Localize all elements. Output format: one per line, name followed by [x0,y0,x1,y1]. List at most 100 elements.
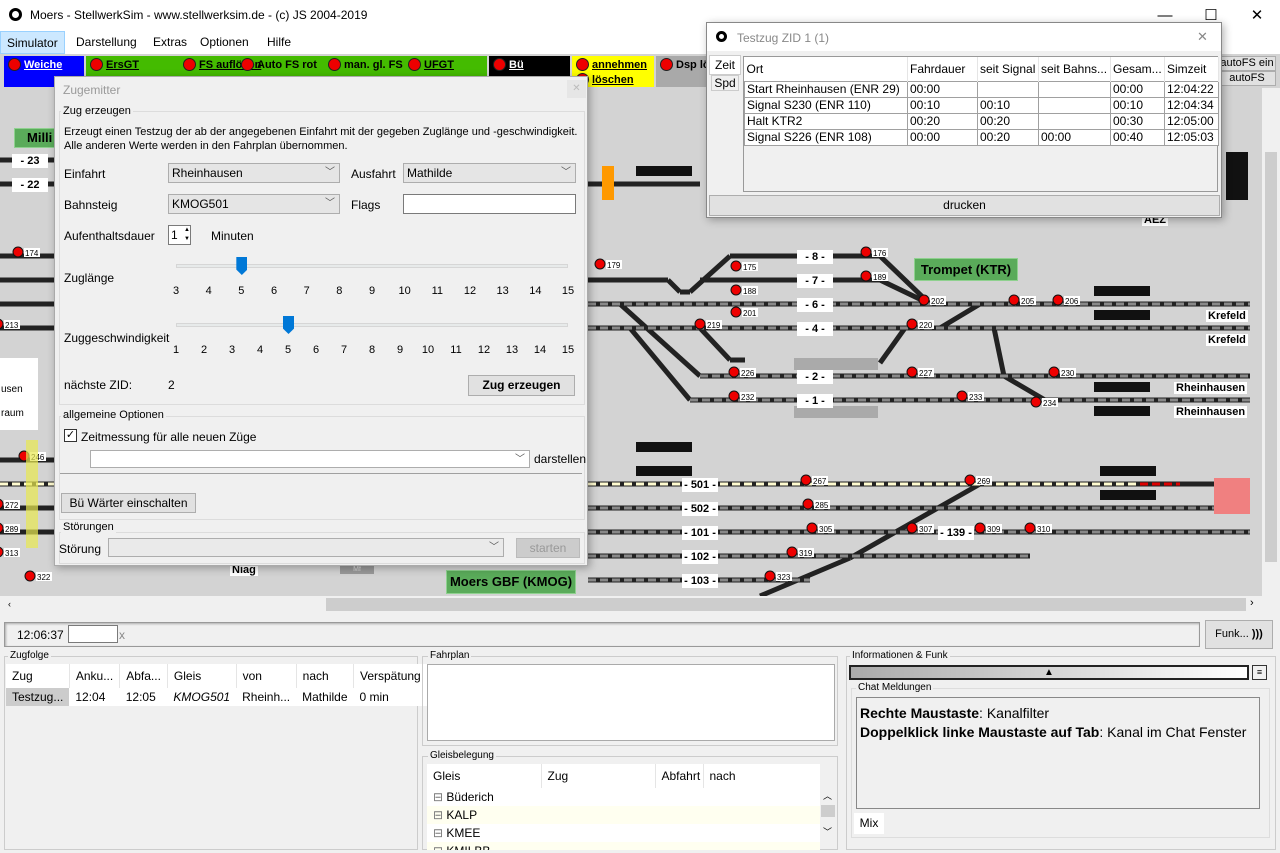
signal-light[interactable] [1052,294,1064,306]
bahnsteig-select[interactable]: KMOG501 ﹀ [168,194,340,214]
signal-light[interactable] [806,522,818,534]
signal-light[interactable] [974,522,986,534]
zug-erzeugen-button[interactable]: Zug erzeugen [468,375,575,396]
horizontal-scrollbar[interactable]: ‹ › [0,596,1262,613]
darstellen-select[interactable]: ﹀ [90,450,530,468]
signal-light[interactable] [730,260,742,272]
signal-light[interactable] [0,498,4,510]
list-item[interactable]: ⊟ KALP [427,806,820,824]
signal-light[interactable] [730,284,742,296]
signal-light[interactable] [0,318,4,330]
list-item[interactable]: ⊟ KMEE [427,824,820,842]
minimize-button[interactable]: — [1157,7,1173,24]
einfahrt-select[interactable]: Rheinhausen ﹀ [168,163,340,183]
scroll-thumb[interactable] [326,598,1246,611]
signal-light[interactable] [956,390,968,402]
signal-light[interactable] [918,294,930,306]
list-item[interactable]: ⊟ Büderich [427,788,820,806]
zeitmessung-checkbox[interactable]: ✓ [64,429,77,442]
scroll-left-icon[interactable]: ‹ [8,599,11,609]
column-header[interactable]: Verspätung [353,664,428,688]
bue-waerter-button[interactable]: Bü Wärter einschalten [61,493,196,513]
close-button[interactable]: ✕ [1250,7,1264,24]
scroll-right-icon[interactable]: › [1250,597,1254,609]
expand-icon[interactable]: ⊟ [433,808,447,822]
signal-light[interactable] [730,306,742,318]
scroll-thumb[interactable] [821,805,835,817]
signal-light[interactable] [728,366,740,378]
signal-light[interactable] [786,546,798,558]
signal-light[interactable] [12,246,24,258]
signal-light[interactable] [906,318,918,330]
zuggeschw-slider[interactable] [176,323,568,327]
signal-light[interactable] [764,570,776,582]
tab-zeit[interactable]: Zeit [709,55,741,75]
column-header[interactable]: Fahrdauer [907,57,978,81]
menu-hilfe[interactable]: Hilfe [267,35,292,49]
signal-light[interactable] [1008,294,1020,306]
signal-light[interactable] [0,522,4,534]
zuglaenge-slider-thumb[interactable] [236,257,248,275]
column-header[interactable]: Abfahrt [655,764,704,788]
maximize-button[interactable]: ☐ [1204,7,1218,24]
signal-light[interactable] [728,390,740,402]
column-header[interactable]: Gesam... [1110,57,1165,81]
menu-lines-icon[interactable]: ≡ [1252,665,1267,680]
signal-light[interactable] [1048,366,1060,378]
signal-light[interactable] [860,270,872,282]
column-header[interactable]: nach [703,764,820,788]
vertical-scrollbar[interactable] [1262,88,1280,596]
menu-extras[interactable]: Extras [153,35,188,49]
bue-button[interactable]: Bü [491,58,524,72]
signal-light[interactable] [800,474,812,486]
expand-icon[interactable]: ⊟ [433,790,447,804]
expand-bar[interactable]: ▲ [849,665,1249,680]
ufgt-button[interactable]: UFGT [406,58,454,72]
zuggeschw-slider-thumb[interactable] [283,316,294,334]
close-button[interactable]: ✕ [1197,29,1208,44]
column-header[interactable]: Zug [541,764,656,788]
signal-light[interactable] [1024,522,1036,534]
signal-light[interactable] [694,318,706,330]
status-input[interactable] [68,625,118,643]
table-row[interactable]: Testzug... 12:04 12:05 KMOG501 Rheinh... Math… [6,688,428,706]
signal-light[interactable] [1030,396,1042,408]
column-header[interactable]: nach [296,664,355,688]
ersgt-button[interactable]: ErsGT [88,58,139,72]
weiche-button[interactable]: Weiche [6,58,62,72]
funk-button[interactable]: Funk... ))) [1205,620,1273,649]
signal-light[interactable] [964,474,976,486]
drucken-button[interactable]: drucken [709,195,1220,216]
menu-simulator[interactable]: Simulator [0,31,65,54]
stepper-arrows-icon[interactable]: ▲ ▼ [184,227,190,242]
autofs-aus-button[interactable]: autoFS aus [1218,71,1276,97]
expand-icon[interactable]: ⊟ [433,826,447,840]
flags-input[interactable] [403,194,576,214]
scroll-thumb[interactable] [1265,152,1277,562]
scroll-up-icon[interactable]: ︿ [823,791,833,801]
menu-optionen[interactable]: Optionen [200,35,249,49]
zuglaenge-slider[interactable] [176,264,568,268]
auto-fs-rot-button[interactable]: Auto FS rot [239,58,317,72]
signal-light[interactable] [594,258,606,270]
column-header[interactable]: Gleis [167,664,237,688]
starten-button[interactable]: starten [516,538,580,558]
dsp-loesen-button[interactable]: Dsp lösen [658,58,708,72]
signal-light[interactable] [0,546,4,558]
column-header[interactable]: Abfa... [119,664,168,688]
column-header[interactable]: Zug [6,664,70,688]
signal-light[interactable] [24,570,36,582]
signal-light[interactable] [802,498,814,510]
signal-light[interactable] [906,522,918,534]
scroll-down-icon[interactable]: ﹀ [823,827,833,837]
stoerung-select[interactable]: ﹀ [108,538,504,557]
column-header[interactable]: von [236,664,297,688]
column-header[interactable]: Simzeit [1164,57,1219,81]
menu-darstellung[interactable]: Darstellung [76,35,137,49]
column-header[interactable]: Anku... [69,664,121,688]
tab-mix[interactable]: Mix [854,813,884,834]
annehmen-button[interactable]: annehmen [574,58,647,72]
close-button[interactable]: ✕ [567,80,586,98]
expand-icon[interactable]: ⊟ [433,844,446,850]
column-header[interactable]: seit Bahns... [1038,57,1111,81]
